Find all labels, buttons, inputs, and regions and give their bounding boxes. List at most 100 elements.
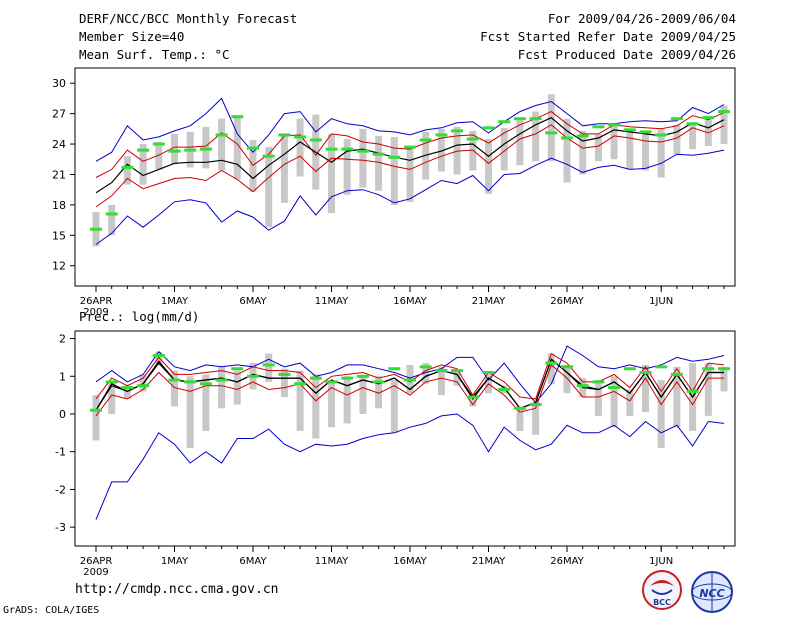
obs-mark <box>529 117 542 121</box>
obs-mark <box>278 133 291 137</box>
y-tick-label: -3 <box>55 521 66 534</box>
obs-mark <box>404 145 416 149</box>
x-tick-label: 16MAY <box>393 556 427 567</box>
obs-mark <box>247 374 259 378</box>
obs-mark <box>231 115 244 119</box>
member-bar <box>312 374 320 439</box>
member-bar <box>642 364 649 413</box>
member-bar <box>202 374 210 431</box>
obs-mark <box>702 367 715 371</box>
x-tick-label: 6MAY <box>239 296 267 307</box>
bcc-logo-text: BCC <box>653 598 671 607</box>
logos: BCC NCC <box>642 570 733 613</box>
member-bar <box>375 376 383 409</box>
obs-mark <box>451 369 464 373</box>
member-bar <box>296 370 304 431</box>
x-tick-label: 6MAY <box>239 556 267 567</box>
x-tick-label: 16MAY <box>393 296 427 307</box>
y-tick-label: 0 <box>59 408 66 421</box>
member-bar <box>485 138 492 194</box>
member-bar <box>92 395 100 441</box>
member-bar <box>500 127 508 171</box>
x-tick-label: 1JUN <box>649 296 673 307</box>
obs-mark <box>121 386 134 390</box>
member-bar <box>390 136 398 205</box>
forecast-period: For 2009/04/26-2009/06/04 <box>547 11 736 26</box>
obs-mark <box>655 365 668 369</box>
obs-mark <box>388 367 401 371</box>
x-tick-label: 1JUN <box>649 556 673 567</box>
member-bar <box>579 130 587 175</box>
member-bar <box>233 370 241 405</box>
member-bar <box>657 380 665 448</box>
y-tick-label: 27 <box>52 108 66 121</box>
obs-mark <box>356 149 369 153</box>
obs-mark <box>686 389 699 393</box>
y-tick-label: 30 <box>52 77 66 90</box>
obs-mark <box>670 117 683 121</box>
x-tick-sublabel: 2009 <box>83 307 108 318</box>
member-bar <box>516 406 524 431</box>
obs-mark <box>718 110 730 114</box>
obs-mark <box>608 123 621 127</box>
obs-mark <box>137 148 150 152</box>
y-tick-label: 15 <box>52 229 66 242</box>
member-size: Member Size=40 <box>79 29 185 44</box>
obs-mark <box>90 408 102 412</box>
obs-mark <box>325 147 338 151</box>
obs-mark <box>623 367 636 371</box>
y-tick-label: 2 <box>59 333 66 346</box>
source-url[interactable]: http://cmdp.ncc.cma.gov.cn <box>75 582 279 597</box>
obs-mark <box>404 378 416 382</box>
obs-mark <box>545 131 558 135</box>
member-bar <box>390 380 398 433</box>
bcc-logo: BCC <box>642 570 682 610</box>
member-bar <box>186 376 194 448</box>
grads-credit: GrADS: COLA/IGES <box>3 605 100 616</box>
member-bar <box>359 376 367 414</box>
member-bar <box>720 105 728 145</box>
member-bar <box>280 134 288 203</box>
obs-mark <box>466 137 479 141</box>
obs-mark <box>639 130 652 134</box>
obs-mark <box>670 372 683 376</box>
obs-mark <box>199 382 212 386</box>
member-bar <box>359 128 367 188</box>
obs-mark <box>294 382 307 386</box>
series-min-line <box>95 413 725 520</box>
member-bar <box>108 204 116 236</box>
precip-panel-title: Prec.: log(mm/d) <box>79 309 200 324</box>
obs-mark <box>513 117 526 121</box>
member-bar <box>563 364 571 394</box>
member-bar <box>123 156 131 185</box>
obs-mark <box>168 149 181 153</box>
member-bar <box>704 363 712 416</box>
member-bar <box>594 380 602 416</box>
member-bar <box>108 381 116 414</box>
member-bar <box>218 118 226 171</box>
member-bar <box>233 115 241 180</box>
obs-mark <box>137 384 150 388</box>
member-bar <box>547 94 555 162</box>
obs-mark <box>655 133 668 137</box>
obs-mark <box>215 378 228 382</box>
member-bar <box>547 353 555 384</box>
member-bar <box>422 363 430 384</box>
member-bar <box>626 389 634 416</box>
x-tick-label: 26MAY <box>550 556 584 567</box>
member-bar <box>642 130 649 171</box>
member-bar <box>516 117 524 166</box>
series-max-line <box>95 345 725 404</box>
obs-mark <box>215 133 228 137</box>
obs-mark <box>199 147 212 151</box>
member-bar <box>123 385 131 399</box>
obs-mark <box>451 129 464 133</box>
obs-mark <box>121 165 134 169</box>
member-bar <box>328 133 335 213</box>
obs-mark <box>262 363 275 367</box>
obs-mark <box>184 148 197 152</box>
obs-mark <box>372 380 385 384</box>
obs-mark <box>372 152 385 156</box>
